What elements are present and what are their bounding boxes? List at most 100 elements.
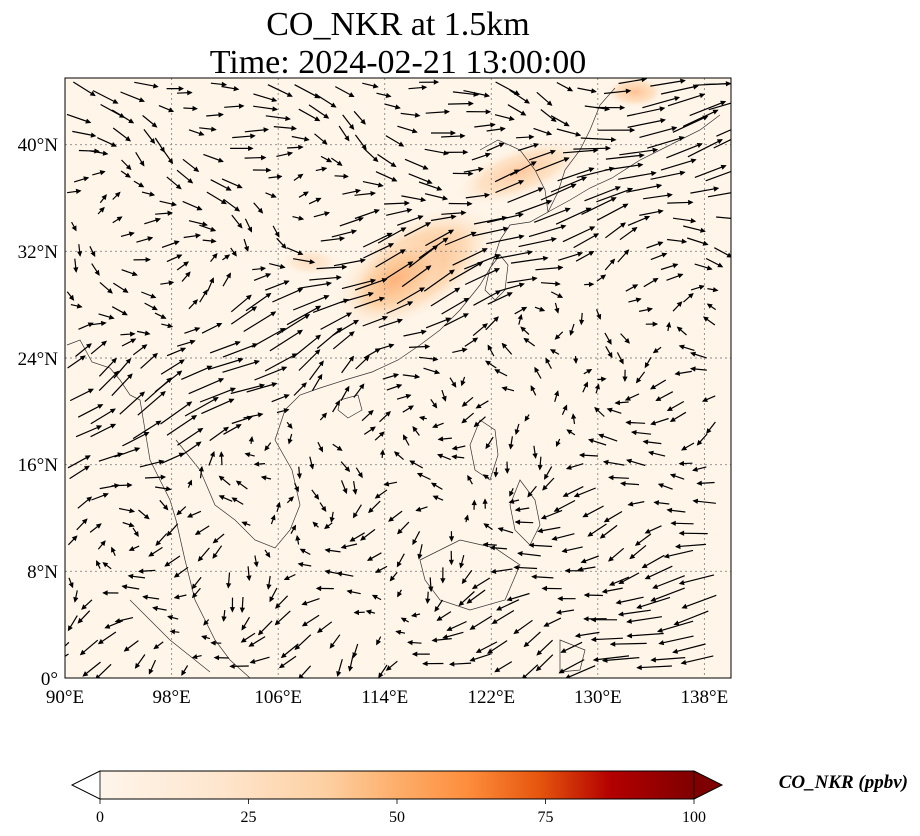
wind-vector-head bbox=[288, 496, 295, 502]
wind-vector-head bbox=[428, 586, 434, 593]
wind-vector-head bbox=[343, 173, 349, 179]
wind-vector-shaft bbox=[627, 632, 664, 637]
wind-vector-head bbox=[216, 323, 223, 328]
wind-vector-shaft bbox=[251, 327, 286, 348]
wind-vector-head bbox=[344, 385, 350, 392]
wind-vector-head bbox=[451, 381, 457, 388]
wind-vector-head bbox=[674, 543, 681, 550]
wind-vector-head bbox=[607, 352, 613, 359]
wind-vector-head bbox=[534, 366, 540, 373]
wind-vector-head bbox=[313, 493, 320, 500]
wind-vector-head bbox=[229, 663, 235, 669]
wind-vector-head bbox=[278, 663, 285, 669]
wind-vector-head bbox=[79, 355, 86, 361]
wind-vector-head bbox=[434, 369, 441, 375]
wind-vector-head bbox=[239, 607, 246, 614]
wind-vector-head bbox=[209, 451, 215, 458]
wind-vector-shaft bbox=[716, 129, 731, 137]
wind-vector-shaft bbox=[643, 194, 672, 200]
wind-vector-shaft bbox=[362, 232, 392, 248]
wind-vector-head bbox=[564, 207, 571, 213]
lon-tick-labels: 90°E 98°E 106°E 114°E 122°E 130°E 138°E bbox=[46, 687, 728, 708]
wind-vector-head bbox=[315, 585, 322, 592]
wind-vector-head bbox=[508, 115, 515, 121]
wind-vector-shaft bbox=[309, 276, 341, 281]
wind-vector-shaft bbox=[626, 184, 662, 193]
wind-vector-head bbox=[90, 251, 96, 258]
wind-vector-head bbox=[160, 313, 167, 319]
wind-vector-head bbox=[407, 261, 414, 267]
wind-vector-head bbox=[608, 556, 614, 562]
wind-vector-head bbox=[102, 562, 109, 568]
wind-vector-head bbox=[620, 481, 626, 487]
wind-vector-shaft bbox=[425, 317, 451, 329]
wind-vector-head bbox=[726, 252, 731, 258]
wind-vector-head bbox=[588, 167, 595, 173]
wind-vector-head bbox=[389, 575, 396, 582]
wind-vector-head bbox=[713, 186, 720, 192]
wind-vector-head bbox=[312, 521, 319, 528]
wind-vector-head bbox=[400, 227, 407, 233]
wind-vector-shaft bbox=[272, 288, 303, 303]
wind-vector-head bbox=[279, 263, 286, 269]
wind-vector-head bbox=[321, 412, 328, 419]
wind-vector-shaft bbox=[362, 316, 388, 327]
wind-vector-head bbox=[393, 373, 400, 379]
wind-vector-head bbox=[696, 480, 702, 486]
wind-vector-head bbox=[342, 488, 348, 495]
wind-vector-head bbox=[102, 150, 109, 156]
wind-vector-head bbox=[626, 633, 633, 639]
wind-vector-head bbox=[663, 553, 670, 559]
wind-vector-shaft bbox=[603, 657, 640, 662]
wind-vector-head bbox=[461, 417, 468, 424]
wind-vector-head bbox=[477, 261, 484, 267]
wind-vector-head bbox=[716, 139, 723, 145]
wind-vector-head bbox=[194, 529, 201, 536]
wind-vector-head bbox=[680, 78, 686, 84]
wind-vector-head bbox=[218, 112, 224, 118]
wind-vector-head bbox=[513, 564, 519, 571]
wind-vector-head bbox=[68, 294, 75, 301]
wind-vector-head bbox=[411, 128, 418, 134]
wind-vector-head bbox=[692, 498, 699, 504]
wind-vector-shaft bbox=[444, 231, 476, 246]
wind-vector-shaft bbox=[565, 665, 596, 678]
wind-vector-head bbox=[688, 199, 694, 206]
wind-vector-head bbox=[302, 191, 309, 197]
colorbar-tick-label: 50 bbox=[389, 809, 405, 826]
wind-vector-head bbox=[318, 446, 324, 453]
wind-vector-head bbox=[297, 288, 304, 293]
colorbar-tick-label: 100 bbox=[682, 809, 706, 826]
wind-vector-shaft bbox=[495, 81, 520, 96]
wind-vector-head bbox=[244, 452, 251, 458]
wind-vector-shaft bbox=[332, 331, 355, 350]
wind-vector-head bbox=[696, 439, 703, 446]
wind-vector-shaft bbox=[679, 574, 715, 585]
wind-vector-head bbox=[360, 258, 366, 264]
wind-vector-head bbox=[344, 466, 351, 473]
wind-vector-head bbox=[220, 199, 227, 205]
wind-vector-head bbox=[81, 604, 87, 610]
wind-vector-head bbox=[608, 475, 614, 481]
wind-vector-head bbox=[681, 603, 688, 609]
wind-vector-shaft bbox=[694, 165, 726, 178]
wind-vector-head bbox=[102, 590, 108, 596]
wind-vector-head bbox=[586, 369, 593, 374]
wind-vector-shaft bbox=[160, 359, 185, 375]
wind-vector-head bbox=[681, 238, 688, 244]
wind-vector-head bbox=[382, 315, 389, 321]
wind-vector-shaft bbox=[619, 149, 658, 156]
wind-vector-shaft bbox=[473, 290, 501, 306]
wind-vector-head bbox=[218, 475, 225, 482]
wind-vector-head bbox=[587, 531, 594, 537]
wind-vector-head bbox=[501, 386, 508, 392]
lon-tick-label: 138°E bbox=[681, 687, 729, 708]
wind-vector-head bbox=[301, 382, 307, 388]
wind-vector-head bbox=[180, 347, 187, 353]
wind-vector-shaft bbox=[90, 408, 116, 425]
wind-vector-shaft bbox=[535, 266, 563, 271]
wind-vector-head bbox=[134, 662, 141, 669]
wind-vector-head bbox=[187, 479, 193, 486]
wind-vector-head bbox=[678, 344, 685, 350]
wind-vector-shaft bbox=[494, 169, 520, 183]
